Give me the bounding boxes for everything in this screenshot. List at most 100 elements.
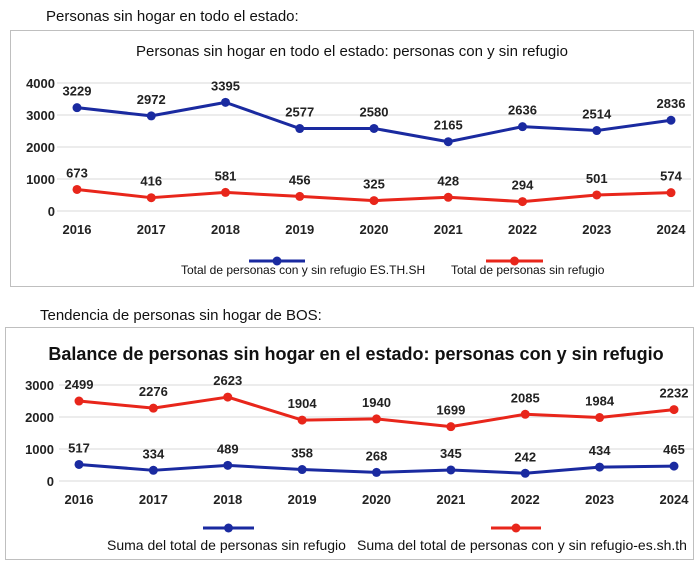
- x-tick-label: 2023: [585, 492, 614, 507]
- data-label: 501: [586, 171, 608, 186]
- bos-line-chart: Balance de personas sin hogar en el esta…: [25, 344, 694, 553]
- data-point: [146, 193, 156, 203]
- data-point: [443, 192, 453, 202]
- y-tick-label: 1000: [25, 442, 54, 457]
- data-label: 517: [68, 440, 90, 455]
- data-point: [595, 462, 605, 472]
- data-point: [446, 465, 456, 475]
- data-point: [669, 461, 679, 471]
- statewide-line-chart: Personas sin hogar en todo el estado: pe…: [26, 43, 691, 277]
- data-label: 581: [215, 168, 237, 183]
- x-tick-label: 2021: [434, 222, 463, 237]
- data-point: [518, 122, 527, 132]
- data-point: [223, 460, 233, 470]
- data-label: 428: [437, 173, 459, 188]
- x-tick-label: 2016: [63, 222, 92, 237]
- y-tick-label: 3000: [26, 108, 55, 123]
- x-tick-label: 2024: [660, 492, 690, 507]
- data-label: 673: [66, 165, 88, 180]
- x-tick-label: 2019: [288, 492, 317, 507]
- data-point: [297, 465, 307, 475]
- y-tick-label: 0: [48, 204, 55, 219]
- data-label: 242: [514, 449, 536, 464]
- data-label: 294: [512, 178, 534, 193]
- x-tick-label: 2024: [657, 222, 687, 237]
- data-label: 345: [440, 446, 462, 461]
- data-point: [369, 196, 379, 206]
- data-label: 268: [366, 448, 388, 463]
- data-point: [74, 459, 84, 469]
- y-tick-label: 2000: [25, 410, 54, 425]
- data-point: [372, 414, 381, 424]
- data-point: [72, 184, 82, 194]
- x-tick-label: 2019: [285, 222, 314, 237]
- legend-marker: [272, 256, 282, 266]
- data-point: [295, 124, 305, 134]
- data-label: 1940: [362, 395, 391, 410]
- data-label: 2580: [360, 104, 389, 119]
- x-tick-label: 2020: [362, 492, 391, 507]
- data-label: 489: [217, 441, 239, 456]
- data-point: [297, 415, 307, 425]
- data-point: [666, 115, 676, 125]
- legend-label: Total de personas con y sin refugio ES.T…: [181, 263, 425, 277]
- legend-marker: [511, 523, 521, 533]
- data-point: [520, 468, 530, 478]
- data-label: 434: [589, 443, 611, 458]
- statewide-chart-panel: Personas sin hogar en todo el estado: pe…: [10, 30, 694, 287]
- data-label: 2276: [139, 384, 168, 399]
- legend-marker: [510, 256, 519, 266]
- data-point: [223, 392, 233, 402]
- data-point: [295, 191, 305, 201]
- data-label: 2577: [285, 105, 314, 120]
- y-tick-label: 1000: [26, 172, 55, 187]
- data-label: 2636: [508, 103, 537, 118]
- x-tick-label: 2017: [139, 492, 168, 507]
- data-point: [446, 422, 456, 432]
- x-tick-label: 2016: [65, 492, 94, 507]
- data-point: [74, 396, 84, 406]
- legend-label: Suma del total de personas con y sin ref…: [357, 537, 687, 553]
- data-label: 574: [660, 169, 682, 184]
- y-tick-label: 4000: [26, 76, 55, 91]
- x-tick-label: 2022: [508, 222, 537, 237]
- data-label: 3229: [63, 84, 92, 99]
- x-tick-label: 2021: [436, 492, 465, 507]
- x-tick-label: 2023: [582, 222, 611, 237]
- data-point: [372, 467, 381, 477]
- data-label: 2232: [660, 386, 689, 401]
- data-point: [592, 126, 602, 136]
- data-label: 2499: [65, 377, 94, 392]
- data-label: 1904: [288, 396, 318, 411]
- y-tick-label: 3000: [25, 378, 54, 393]
- data-label: 2836: [657, 96, 686, 111]
- data-point: [520, 409, 530, 419]
- data-point: [592, 190, 602, 200]
- section-heading-statewide: Personas sin hogar en todo el estado:: [46, 8, 299, 25]
- x-tick-label: 2018: [211, 222, 240, 237]
- data-point: [221, 97, 230, 107]
- legend-label: Suma del total de personas sin refugio: [107, 537, 346, 553]
- legend-label: Total de personas sin refugio: [451, 263, 605, 277]
- chart-title: Personas sin hogar en todo el estado: pe…: [136, 43, 568, 60]
- x-tick-label: 2018: [213, 492, 242, 507]
- section-heading-bos: Tendencia de personas sin hogar de BOS:: [40, 307, 322, 324]
- data-point: [595, 413, 605, 423]
- x-tick-label: 2017: [137, 222, 166, 237]
- data-label: 1699: [436, 403, 465, 418]
- data-label: 325: [363, 177, 385, 192]
- data-label: 2514: [582, 107, 612, 122]
- data-point: [72, 103, 82, 113]
- data-label: 3395: [211, 78, 240, 93]
- data-label: 358: [291, 446, 313, 461]
- data-point: [148, 465, 158, 475]
- data-point: [221, 187, 230, 197]
- data-label: 2623: [213, 373, 242, 388]
- data-point: [666, 188, 676, 198]
- data-label: 456: [289, 172, 311, 187]
- data-point: [669, 405, 679, 415]
- legend-marker: [224, 523, 233, 533]
- data-label: 2165: [434, 118, 463, 133]
- x-tick-label: 2022: [511, 492, 540, 507]
- bos-chart-panel: Balance de personas sin hogar en el esta…: [5, 327, 694, 560]
